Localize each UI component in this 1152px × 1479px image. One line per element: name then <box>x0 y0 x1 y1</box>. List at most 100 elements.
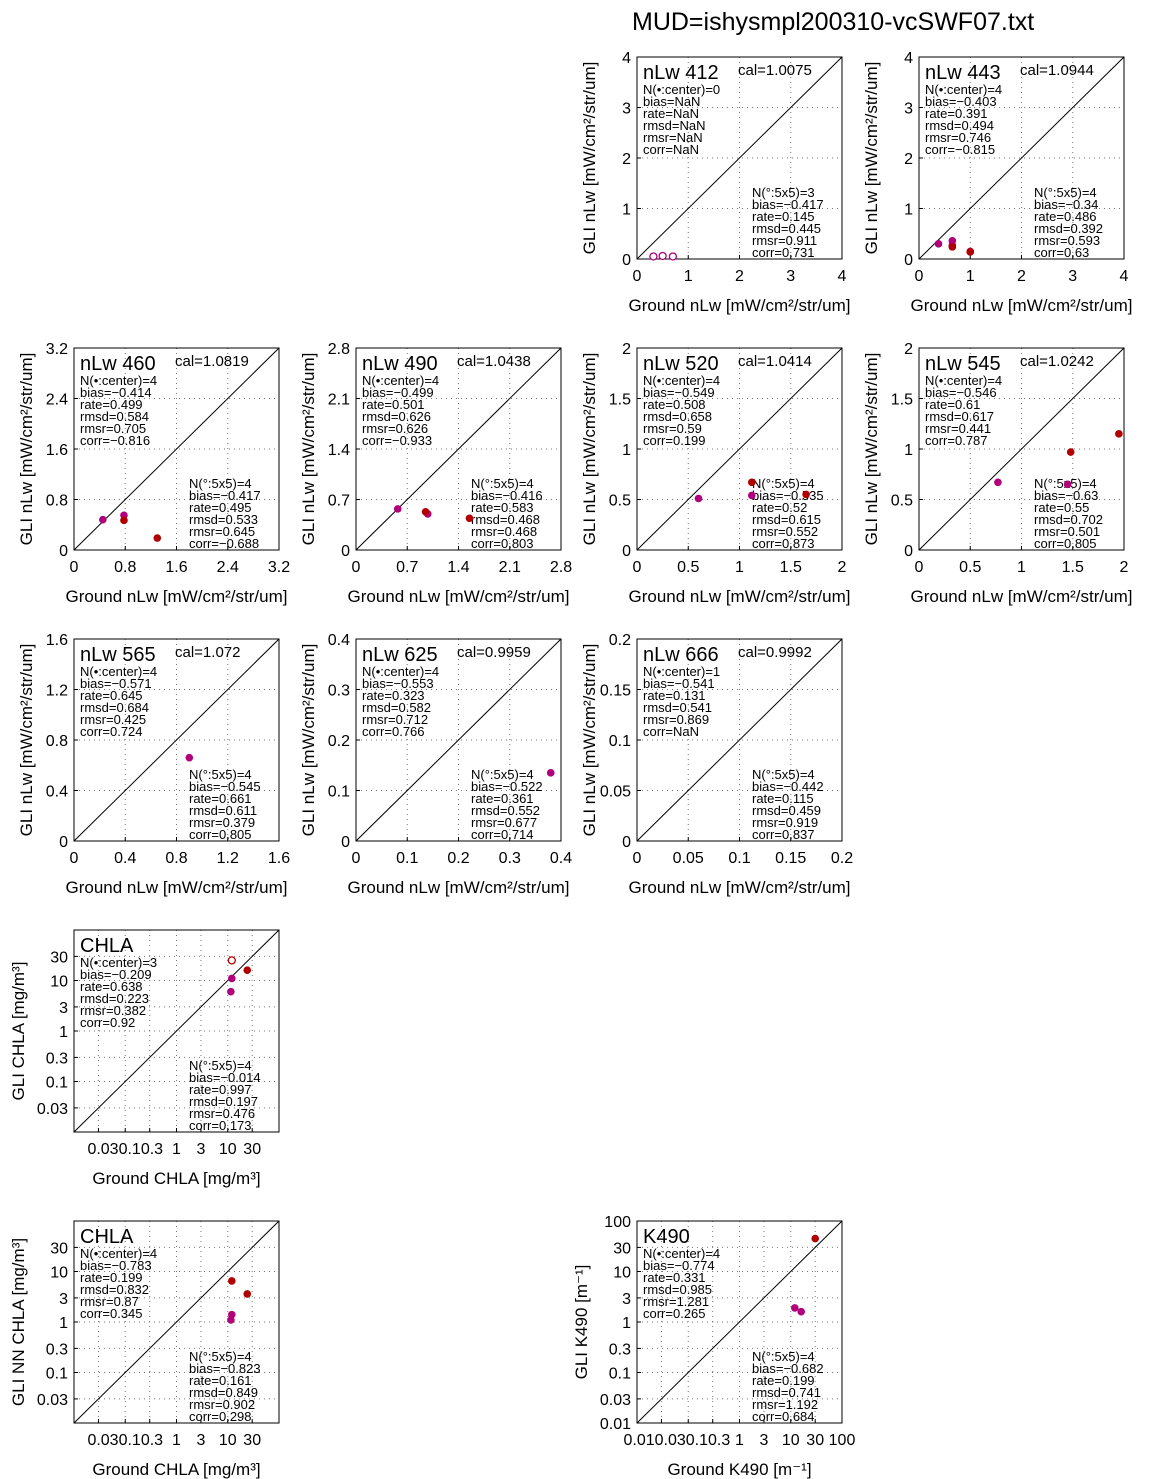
data-point-open <box>668 252 678 261</box>
x-tick-label: 1 <box>735 1432 744 1449</box>
stats-5x5-line: N(°:5x5)=4 <box>1034 185 1097 200</box>
x-tick-label: 4 <box>838 268 847 285</box>
y-axis-label: GLI nLw [mW/cm²/str/um] <box>580 353 599 546</box>
data-point <box>120 516 128 525</box>
y-tick-label: 30 <box>50 949 68 966</box>
stats-center-line: N(•:center)=4 <box>643 373 720 388</box>
y-tick-label: 0 <box>59 543 68 560</box>
stats-center-line: rmsd=0.617 <box>925 409 994 424</box>
panel-label: nLw 443 <box>925 62 1001 84</box>
stats-5x5-line: N(°:5x5)=4 <box>752 1349 815 1364</box>
one-to-one-line <box>636 56 843 260</box>
y-tick-label: 2 <box>622 341 631 358</box>
stats-5x5-line: corr=0.805 <box>1034 536 1097 551</box>
panel-8: 0 0.05 0.1 0.15 0.2 0 0.05 0.1 0.15 0.2 Ground nLw… <box>580 632 853 897</box>
stats-center-line: corr=0.199 <box>643 433 706 448</box>
stats-5x5-line: rmsd=0.611 <box>189 803 257 818</box>
y-axis-label: GLI nLw [mW/cm²/str/um] <box>299 644 318 837</box>
stats-center-line: rmsr=0.425 <box>80 712 146 727</box>
y-tick-label: 10 <box>50 1265 68 1282</box>
y-tick-label: 2 <box>622 151 631 168</box>
data-point-open <box>227 956 236 965</box>
cal-label: cal=1.0819 <box>175 353 249 370</box>
stats-center-line: corr=NaN <box>643 724 699 739</box>
y-tick-label: 0.5 <box>609 493 631 510</box>
y-tick-label: 3 <box>622 1291 631 1308</box>
stats-center-line: corr=0.724 <box>80 724 143 739</box>
stats-center-line: corr=−0.816 <box>80 433 150 448</box>
stats-5x5-line: rate=0.997 <box>189 1082 252 1097</box>
panel-6: 0 0.4 0.8 1.2 1.6 0 0.4 0.8 1.2 1.6 Ground nLw [mW… <box>17 632 290 897</box>
stats-center-line: rate=0.499 <box>80 397 143 412</box>
stats-5x5-line: N(°:5x5)=4 <box>752 476 815 491</box>
data-point <box>1066 448 1075 456</box>
one-to-one-line <box>918 56 1125 260</box>
one-to-one-line <box>636 638 843 842</box>
cal-label: cal=1.0075 <box>738 62 812 79</box>
stats-5x5-line: rmsd=0.468 <box>471 512 540 527</box>
y-axis-label: GLI nLw [mW/cm²/str/um] <box>17 644 36 837</box>
y-tick-label: 4 <box>904 50 913 67</box>
stats-center-line: rmsr=0.59 <box>643 421 702 436</box>
x-tick-label: 0.8 <box>165 850 187 867</box>
x-tick-label: 0.030.10.3 <box>87 1141 163 1158</box>
y-tick-label: 0.3 <box>46 1341 68 1358</box>
stats-center-line: rmsr=0.382 <box>80 1003 146 1018</box>
y-tick-label: 0.2 <box>328 733 350 750</box>
y-tick-label: 1.5 <box>891 392 913 409</box>
stats-center-line: rmsd=0.832 <box>80 1282 149 1297</box>
stats-5x5-line: rate=0.145 <box>752 209 815 224</box>
y-tick-label: 1 <box>622 442 631 459</box>
y-tick-label: 0.3 <box>46 1050 68 1067</box>
stats-center-line: rate=0.61 <box>925 397 980 412</box>
x-tick-label: 1.5 <box>780 559 802 576</box>
stats-5x5-line: rmsr=0.677 <box>471 815 537 830</box>
stats-5x5-line: corr=0.63 <box>1034 245 1089 260</box>
stats-5x5-line: corr=0.714 <box>471 827 534 842</box>
y-tick-label: 0 <box>622 543 631 560</box>
x-tick-label: 30 <box>806 1432 824 1449</box>
stats-5x5-line: N(°:5x5)=4 <box>752 767 815 782</box>
one-to-one-line <box>636 347 843 551</box>
stats-5x5-line: rmsr=0.379 <box>189 815 255 830</box>
cal-label: cal=1.0438 <box>457 353 531 370</box>
y-tick-label: 30 <box>50 1240 68 1257</box>
data-point <box>748 478 756 487</box>
stats-5x5-line: bias=−0.416 <box>471 488 543 503</box>
stats-center-line: rate=0.199 <box>80 1270 143 1285</box>
x-axis-label: Ground nLw [mW/cm²/str/um] <box>348 878 570 897</box>
y-axis-label: GLI nLw [mW/cm²/str/um] <box>580 62 599 255</box>
y-tick-label: 0.1 <box>609 1366 631 1383</box>
stats-5x5-line: corr=0.298 <box>189 1409 252 1424</box>
stats-5x5-line: rate=0.55 <box>1034 500 1089 515</box>
y-tick-label: 0.03 <box>600 1392 631 1409</box>
y-axis-label: GLI nLw [mW/cm²/str/um] <box>580 644 599 837</box>
y-tick-label: 1 <box>622 1315 631 1332</box>
x-tick-label: 0.5 <box>677 559 699 576</box>
stats-center-line: rate=0.331 <box>643 1270 706 1285</box>
panel-label: CHLA <box>80 935 134 957</box>
stats-center-line: rmsr=0.705 <box>80 421 146 436</box>
panel-5: 0 0.5 1 1.5 2 0 0.5 1 1.5 2 Ground nLw [mW/cm²/str… <box>862 341 1132 606</box>
stats-center-line: bias=−0.774 <box>643 1258 715 1273</box>
stats-5x5-line: rmsd=0.615 <box>752 512 821 527</box>
y-axis-label: GLI nLw [mW/cm²/str/um] <box>862 353 881 546</box>
data-point <box>185 753 194 762</box>
stats-center-line: N(•:center)=4 <box>80 664 157 679</box>
y-axis-label: GLI nLw [mW/cm²/str/um] <box>17 353 36 546</box>
x-tick-label: 1 <box>966 268 975 285</box>
stats-center-line: rmsr=0.87 <box>80 1294 139 1309</box>
stats-5x5-line: corr=0.731 <box>752 245 815 260</box>
y-tick-label: 3 <box>904 101 913 118</box>
x-tick-label: 1 <box>684 268 693 285</box>
stats-center-line: corr=−0.933 <box>362 433 432 448</box>
x-tick-label: 1 <box>172 1432 181 1449</box>
stats-5x5-line: rmsd=0.552 <box>471 803 540 818</box>
cal-label: cal=1.072 <box>175 644 240 661</box>
data-point <box>546 769 555 777</box>
x-axis-label: Ground nLw [mW/cm²/str/um] <box>911 587 1133 606</box>
y-axis-label: GLI K490 [m⁻¹] <box>572 1265 591 1380</box>
x-tick-label: 0.15 <box>775 850 806 867</box>
stats-5x5-line: bias=−0.417 <box>752 197 824 212</box>
